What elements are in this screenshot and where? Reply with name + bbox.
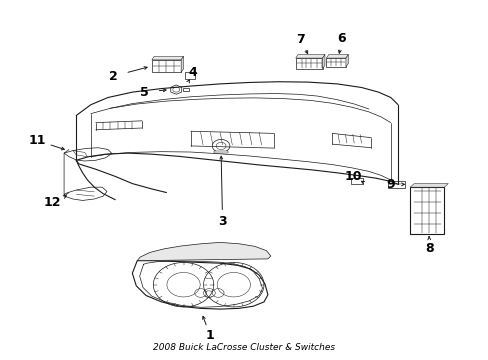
- Polygon shape: [132, 261, 267, 309]
- Polygon shape: [184, 72, 194, 79]
- Polygon shape: [170, 85, 182, 94]
- Polygon shape: [326, 54, 347, 58]
- Polygon shape: [409, 187, 444, 234]
- Polygon shape: [409, 184, 447, 187]
- Text: 3: 3: [218, 215, 226, 228]
- Polygon shape: [152, 56, 183, 60]
- Polygon shape: [64, 187, 107, 201]
- Text: 12: 12: [43, 196, 61, 209]
- Polygon shape: [182, 88, 189, 91]
- Text: 2: 2: [109, 69, 118, 82]
- Text: 8: 8: [425, 242, 433, 255]
- Text: 11: 11: [28, 134, 46, 147]
- Polygon shape: [295, 54, 325, 58]
- Polygon shape: [152, 60, 181, 72]
- Polygon shape: [137, 242, 270, 261]
- Polygon shape: [326, 58, 345, 67]
- Polygon shape: [212, 139, 229, 152]
- Polygon shape: [345, 54, 347, 67]
- Polygon shape: [214, 151, 227, 153]
- Text: 10: 10: [344, 170, 361, 183]
- Polygon shape: [350, 178, 362, 184]
- Text: 7: 7: [296, 33, 305, 46]
- Text: 9: 9: [386, 178, 394, 191]
- Polygon shape: [295, 58, 322, 69]
- Polygon shape: [64, 148, 112, 161]
- Polygon shape: [387, 181, 405, 188]
- Text: 6: 6: [337, 32, 346, 45]
- Text: 1: 1: [205, 329, 214, 342]
- Text: 5: 5: [140, 86, 149, 99]
- Polygon shape: [322, 54, 325, 69]
- Text: 2008 Buick LaCrosse Cluster & Switches: 2008 Buick LaCrosse Cluster & Switches: [153, 343, 335, 352]
- Polygon shape: [181, 56, 183, 72]
- Text: 4: 4: [188, 66, 197, 79]
